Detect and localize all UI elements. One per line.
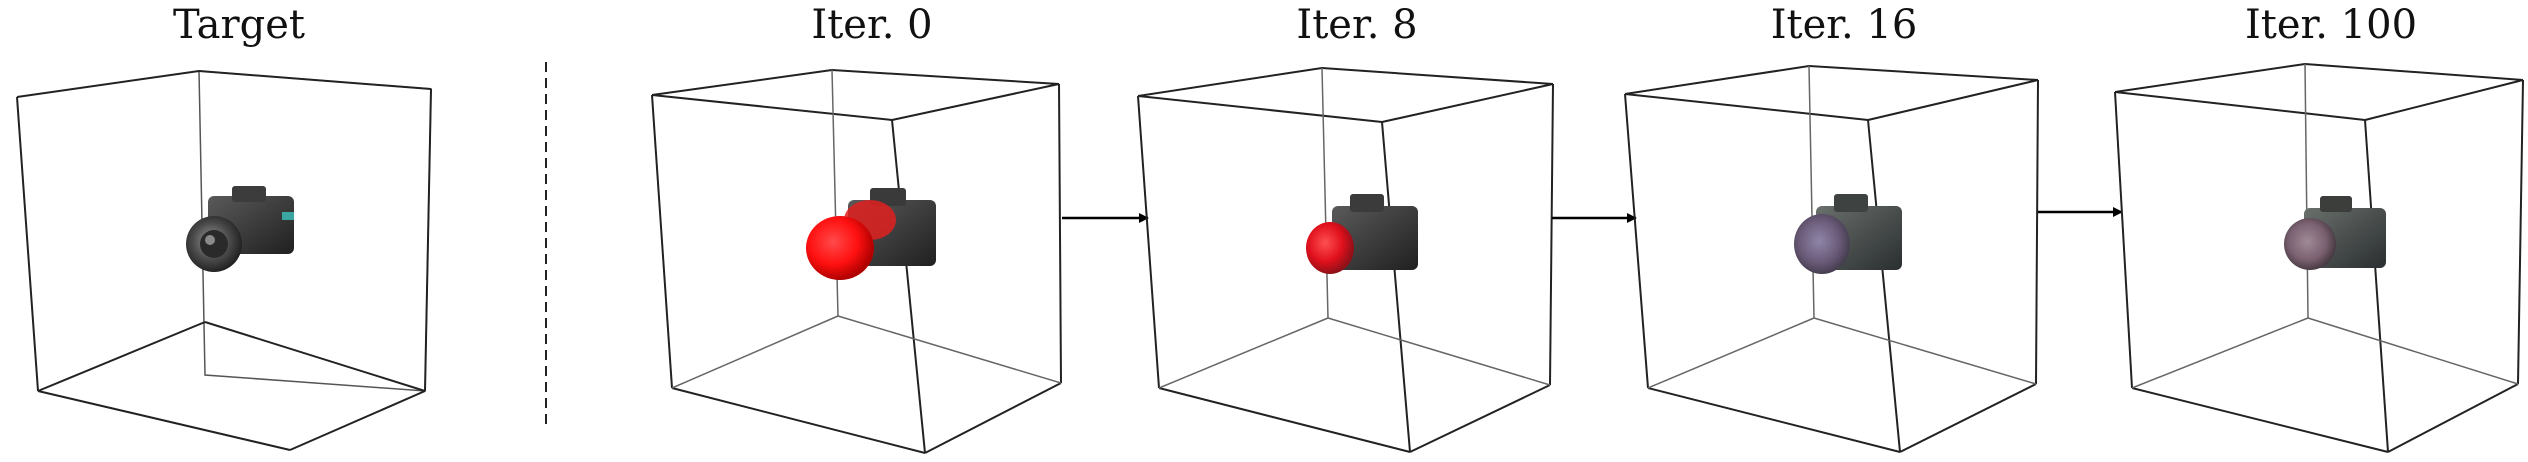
camera-iter8 <box>1306 194 1418 274</box>
iter0-panel <box>652 70 1061 453</box>
iter16-panel <box>1625 66 2038 452</box>
iter100-panel <box>2115 64 2523 452</box>
camera-iter0 <box>806 188 936 280</box>
iter8-panel <box>1138 68 1553 452</box>
target-panel <box>17 71 431 450</box>
camera-iter16 <box>1794 194 1902 274</box>
